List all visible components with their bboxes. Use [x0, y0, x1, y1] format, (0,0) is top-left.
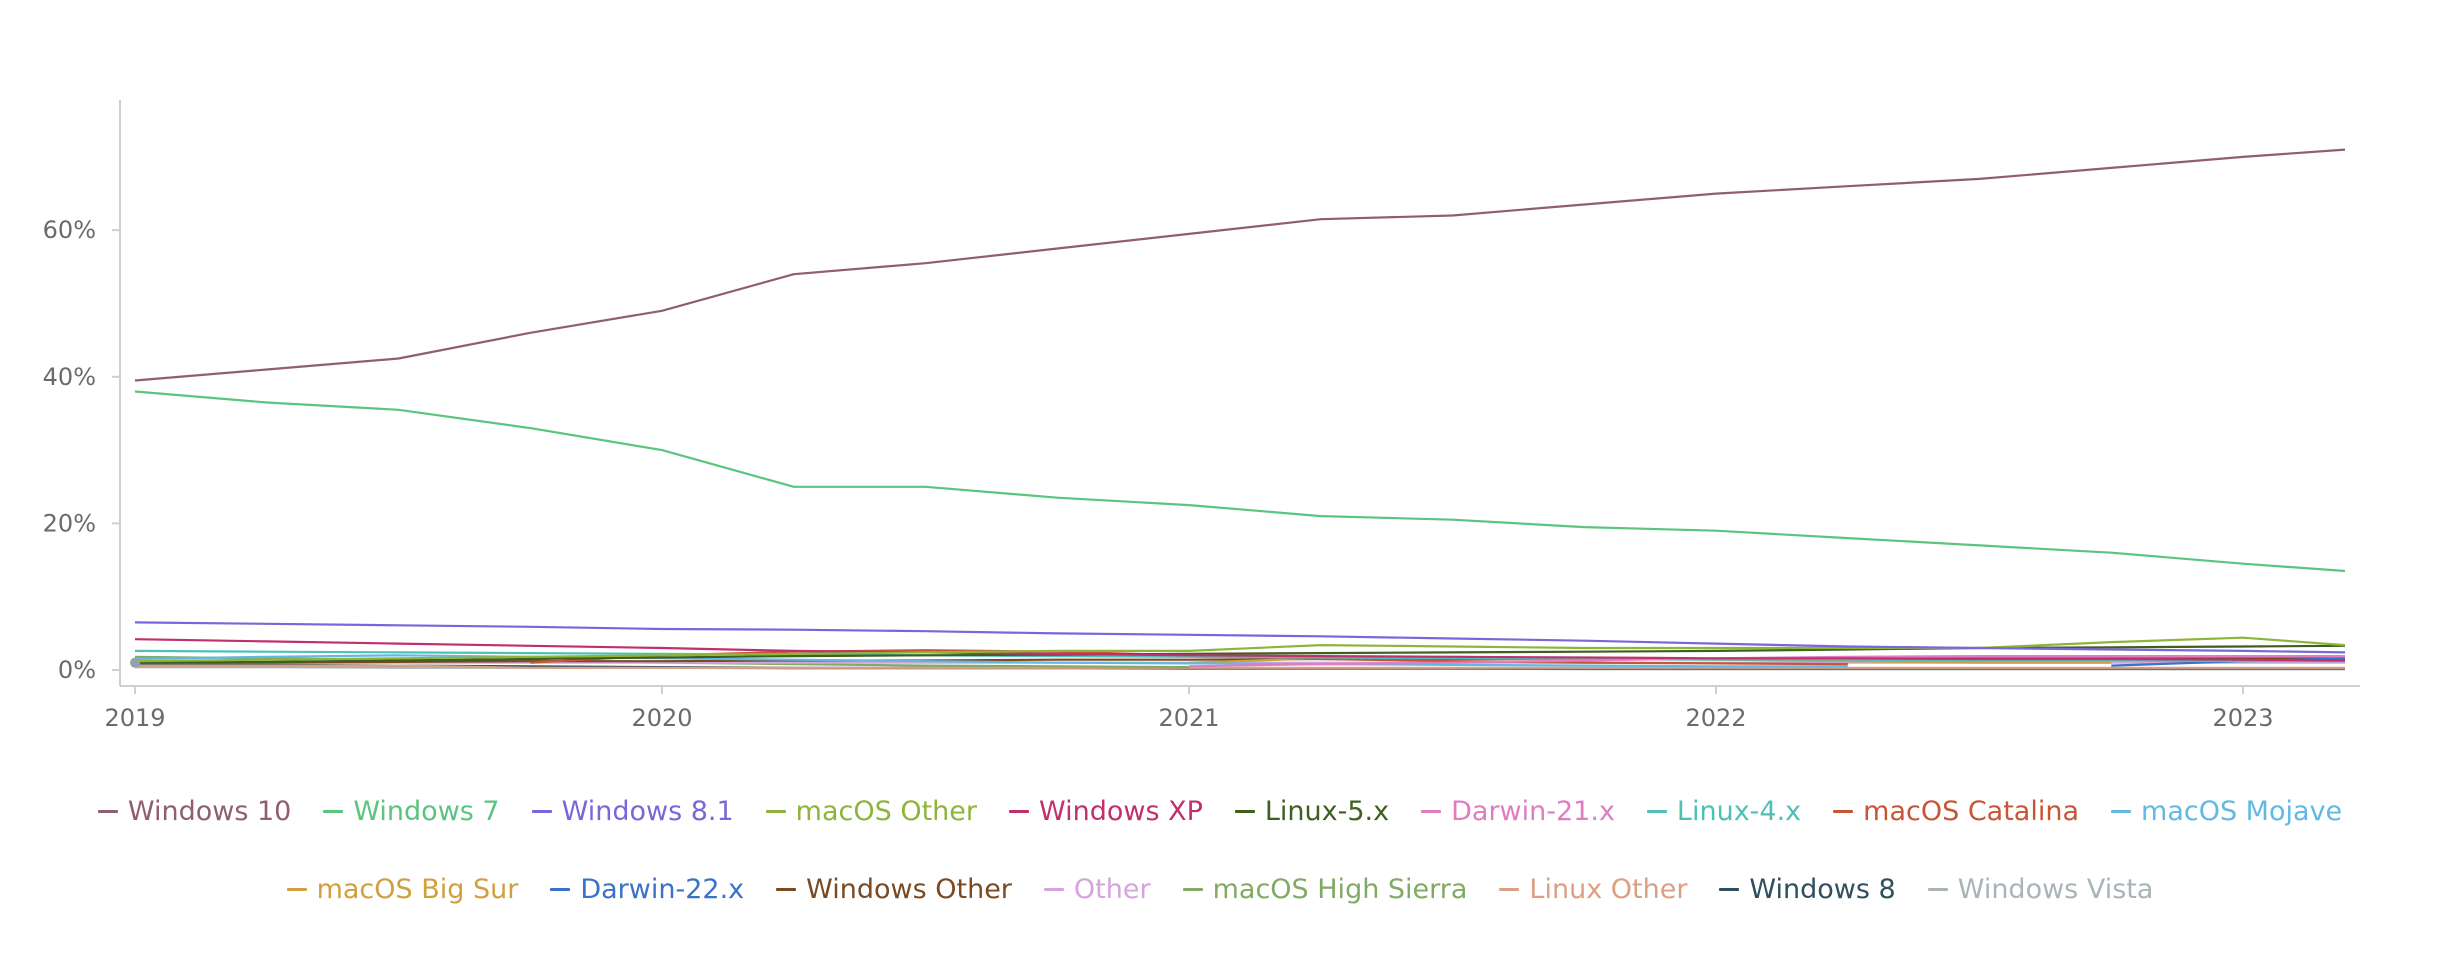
plot-area	[130, 148, 2346, 671]
x-tick-label: 2021	[1158, 704, 1219, 732]
legend-item[interactable]: Windows 10	[97, 796, 292, 827]
legend-item[interactable]: macOS Other	[765, 796, 977, 827]
y-tick-label: 40%	[43, 363, 96, 391]
series-line-windows-7	[134, 390, 2346, 573]
legend-item[interactable]: macOS High Sierra	[1182, 874, 1468, 905]
legend-item[interactable]: Windows 7	[323, 796, 500, 827]
legend-swatch	[1182, 888, 1203, 891]
legend-item[interactable]: Linux-5.x	[1234, 796, 1390, 827]
legend-swatch	[286, 888, 307, 891]
y-tick-label: 0%	[58, 656, 96, 684]
legend-label: Linux-4.x	[1676, 796, 1802, 827]
legend-swatch	[1421, 810, 1442, 813]
legend-label: macOS Big Sur	[316, 874, 519, 905]
series-line-windows-xp	[134, 638, 2346, 662]
y-tick-label: 20%	[43, 509, 96, 537]
legend-label: macOS Other	[795, 796, 977, 827]
legend-item[interactable]: Other	[1043, 874, 1151, 905]
legend-item[interactable]: Linux-4.x	[1646, 796, 1802, 827]
series-line-macos-mojave	[134, 654, 1848, 668]
legend-item[interactable]: macOS Mojave	[2111, 796, 2342, 827]
legend-label: Darwin-21.x	[1451, 796, 1615, 827]
legend-item[interactable]: Windows Other	[776, 874, 1012, 905]
legend-swatch	[1719, 888, 1740, 891]
series-line-windows-10	[134, 148, 2346, 382]
legend-swatch	[776, 888, 797, 891]
legend-label: Linux-5.x	[1264, 796, 1390, 827]
legend-item[interactable]: Windows Vista	[1927, 874, 2154, 905]
legend-swatch	[323, 810, 344, 813]
x-axis-ticks: 2019 2020 2021 2022 2023	[104, 686, 2274, 732]
legend-swatch	[1009, 810, 1029, 813]
legend-swatch	[97, 810, 118, 813]
legend-label: Windows XP	[1039, 796, 1203, 827]
x-tick-label: 2023	[2212, 704, 2273, 732]
legend-swatch	[765, 810, 786, 813]
legend-swatch	[1646, 810, 1667, 813]
legend-item[interactable]: Windows XP	[1009, 796, 1203, 827]
legend-label: macOS Catalina	[1863, 796, 2080, 827]
series-line-linux-other	[135, 664, 2345, 669]
x-tick-label: 2019	[104, 704, 165, 732]
legend-item[interactable]: Darwin-21.x	[1421, 796, 1615, 827]
legend-label: Windows Other	[806, 874, 1012, 905]
legend-label: Windows 7	[353, 796, 500, 827]
legend-swatch	[2111, 810, 2132, 813]
legend-item[interactable]: macOS Big Sur	[286, 874, 519, 905]
legend-item[interactable]: Darwin-22.x	[550, 874, 744, 905]
y-axis-ticks: 0% 20% 40% 60%	[43, 216, 120, 684]
legend-swatch	[550, 888, 571, 891]
origin-marker	[130, 657, 140, 668]
legend-swatch	[1043, 888, 1064, 891]
legend-swatch	[531, 810, 552, 813]
legend-swatch	[1499, 888, 1520, 891]
legend-item[interactable]: Linux Other	[1499, 874, 1687, 905]
legend-label: Windows Vista	[1957, 874, 2154, 905]
legend-item[interactable]: Windows 8.1	[531, 796, 734, 827]
legend-label: Other	[1073, 874, 1151, 905]
x-tick-label: 2020	[631, 704, 692, 732]
legend: Windows 10 Windows 7 Windows 8.1 macOS Othe…	[0, 796, 2440, 827]
legend-item[interactable]: macOS Catalina	[1833, 796, 2079, 827]
legend-label: Windows 10	[127, 796, 292, 827]
legend-label: Windows 8	[1749, 874, 1896, 905]
y-tick-label: 60%	[43, 216, 96, 244]
series-line-windows-8-1	[134, 621, 2346, 654]
legend-label: macOS High Sierra	[1212, 874, 1468, 905]
legend: macOS Big Sur Darwin-22.x Windows Other Oth…	[0, 874, 2440, 905]
legend-swatch	[1234, 810, 1255, 813]
legend-item[interactable]: Windows 8	[1719, 874, 1896, 905]
legend-label: macOS Mojave	[2141, 796, 2343, 827]
series-line-macos-other	[134, 636, 2346, 663]
legend-swatch	[1927, 888, 1948, 891]
legend-label: Windows 8.1	[561, 796, 734, 827]
x-tick-label: 2022	[1685, 704, 1746, 732]
series-line-linux-4-x	[134, 649, 2345, 663]
legend-label: Darwin-22.x	[580, 874, 745, 905]
legend-label: Linux Other	[1529, 874, 1688, 905]
legend-swatch	[1833, 810, 1854, 813]
